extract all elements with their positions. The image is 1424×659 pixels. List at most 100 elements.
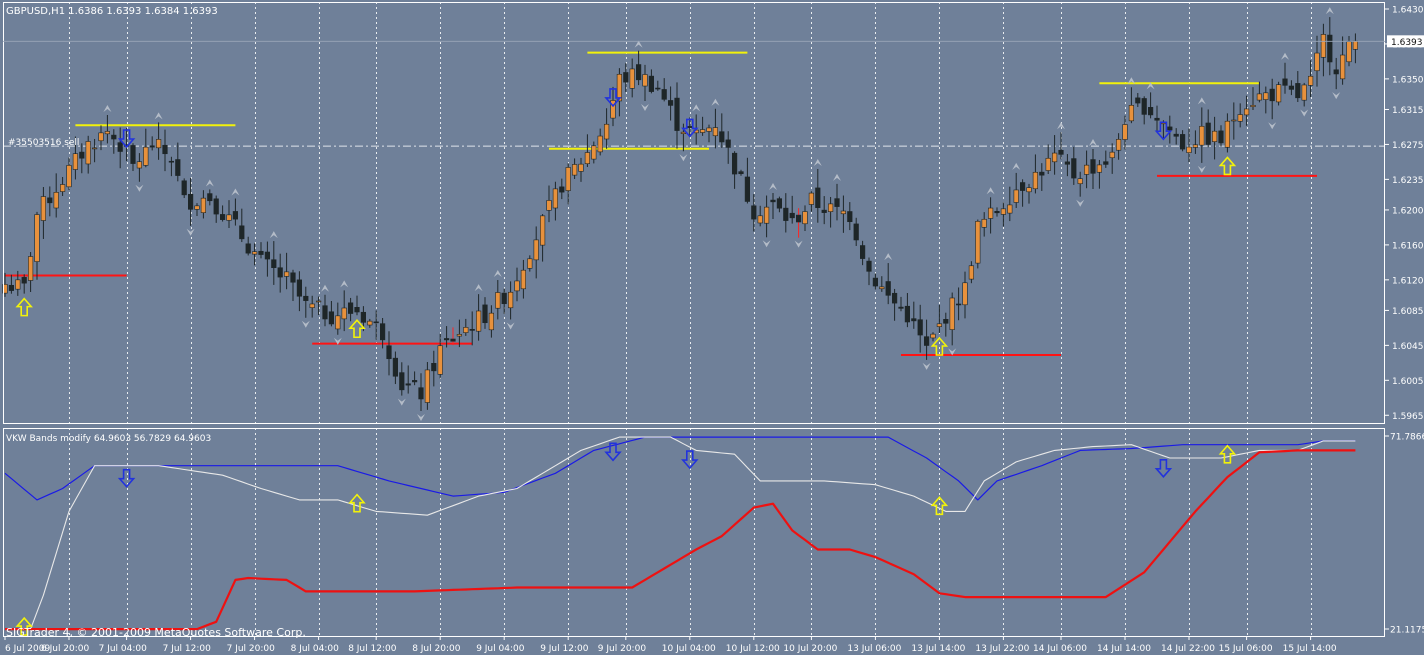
indicator-sell-arrow-icon <box>117 468 136 488</box>
fractal-markers <box>103 7 1341 422</box>
fractal-up-marker <box>1012 162 1021 170</box>
candle-body <box>533 239 539 261</box>
candle-body <box>373 321 379 324</box>
candle-body <box>1320 34 1326 58</box>
fractal-up-marker <box>340 280 349 288</box>
candle-body <box>1192 144 1198 148</box>
candle-body <box>469 328 475 331</box>
sell-signal-arrow-icon <box>681 118 699 138</box>
candle-body <box>1263 92 1269 100</box>
copyright-text: SIGTrader 4, © 2001-2009 MetaQuotes Soft… <box>6 626 306 639</box>
candle-body <box>635 64 642 81</box>
support-resistance-lines <box>5 51 1317 356</box>
candle-body <box>879 286 885 290</box>
candle-body <box>680 131 686 134</box>
candle-body <box>623 72 629 83</box>
candle-body <box>1007 204 1013 214</box>
indicator-sell-arrow-icon <box>1154 459 1173 479</box>
candle-body <box>949 297 955 330</box>
indicator-buy-arrow-icon <box>1218 444 1237 464</box>
candle-body <box>104 131 110 135</box>
candle-body <box>1167 126 1173 131</box>
candle-body <box>1019 182 1026 191</box>
candle-body <box>597 135 603 153</box>
vkw-bands <box>4 436 1356 631</box>
candle-body <box>309 303 315 308</box>
candle-body <box>399 372 405 391</box>
candle-body <box>386 345 392 360</box>
candle-body <box>72 153 78 170</box>
candle-body <box>431 363 437 372</box>
candle-body <box>1109 151 1115 159</box>
candle-body <box>923 336 930 346</box>
candle-body <box>943 319 949 324</box>
price-tick-label: 1.6430 <box>1392 5 1424 15</box>
time-tick-label: 10 Jul 12:00 <box>726 644 780 654</box>
candle-body <box>194 205 200 210</box>
time-tick-label: 13 Jul 22:00 <box>975 644 1029 654</box>
candle-body <box>1103 161 1109 165</box>
fractal-up-marker <box>833 173 841 181</box>
candle-body <box>200 197 207 213</box>
candle-body <box>603 123 610 140</box>
candle-body <box>539 215 546 246</box>
candle-body <box>712 127 718 137</box>
candle-body <box>763 206 770 224</box>
candle-body <box>149 145 155 148</box>
candle-body <box>706 127 712 132</box>
candle-body <box>834 198 840 207</box>
time-tick-label: 9 Jul 04:00 <box>476 644 525 654</box>
candle-body <box>1282 78 1288 86</box>
candle-body <box>21 277 27 284</box>
candle-body <box>456 334 463 337</box>
candle-body <box>738 171 744 175</box>
fractal-down-marker <box>1300 109 1309 117</box>
candle-body <box>328 311 335 325</box>
indicator-sell-arrow-icon <box>681 450 699 470</box>
time-tick-label: 14 Jul 06:00 <box>1033 644 1087 654</box>
candle-body <box>1308 75 1314 86</box>
candle-body <box>354 307 360 313</box>
candle-body <box>252 251 258 255</box>
candle-body <box>1269 88 1275 102</box>
candle-body <box>213 198 219 215</box>
candle-body <box>936 323 942 327</box>
candle-body <box>341 307 347 320</box>
candle-body <box>661 89 667 100</box>
candle-body <box>507 291 514 309</box>
price-tick-label: 1.6120 <box>1392 276 1424 286</box>
time-tick-label: 15 Jul 06:00 <box>1219 644 1273 654</box>
candle-body <box>955 303 962 306</box>
candle-body <box>1096 164 1102 173</box>
candle-body <box>1333 69 1339 75</box>
price-tick-label: 1.6350 <box>1392 75 1424 85</box>
candle-body <box>1154 117 1160 121</box>
indicator-label: VKW Bands modify 64.9603 56.7829 64.9603 <box>6 434 211 444</box>
price-tick-label: 1.5965 <box>1392 412 1424 422</box>
candle-body <box>1218 130 1224 144</box>
candle-body <box>130 145 136 164</box>
symbol-label: GBPUSD,H1 1.6386 1.6393 1.6384 1.6393 <box>6 6 218 17</box>
fractal-down-marker <box>794 240 803 248</box>
time-tick-label: 14 Jul 14:00 <box>1097 644 1151 654</box>
candle-body <box>751 205 757 220</box>
candle-body <box>917 319 923 336</box>
fractal-up-marker <box>1057 122 1065 130</box>
candle-body <box>1276 84 1282 103</box>
candle-body <box>482 304 488 324</box>
candle-body <box>584 152 590 165</box>
fractal-up-marker <box>813 158 822 166</box>
candle-body <box>514 280 520 292</box>
fractal-up-marker <box>1146 82 1155 90</box>
candle-body <box>1327 34 1333 63</box>
candle-body <box>411 380 418 383</box>
candle-body <box>437 345 443 375</box>
candle-body <box>450 338 456 342</box>
indicator-sell-arrow-icon <box>604 442 622 462</box>
candle-body <box>1244 108 1250 116</box>
candle-body <box>1256 93 1262 101</box>
fractal-down-marker <box>1076 199 1085 207</box>
fractal-down-marker <box>1268 122 1277 130</box>
candle-body <box>1173 133 1179 137</box>
candle-body <box>463 327 469 333</box>
